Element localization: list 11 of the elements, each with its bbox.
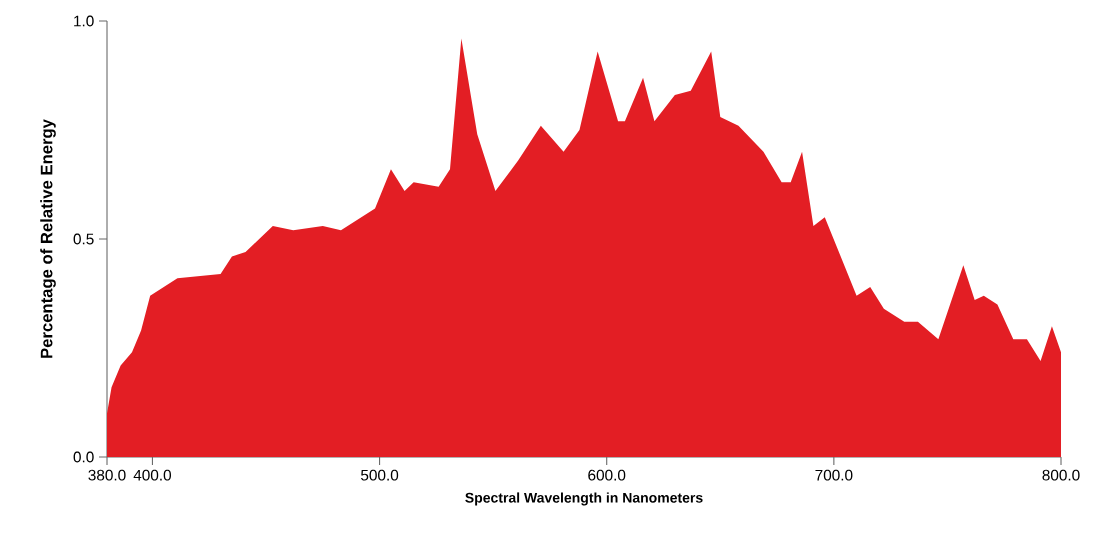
x-tick-label: 400.0 (133, 469, 172, 481)
x-tick-label: 800.0 (1042, 469, 1080, 481)
x-tick-label: 500.0 (361, 469, 399, 481)
x-tick-label: 380.0 (88, 469, 126, 481)
x-axis-title: Spectral Wavelength in Nanometers (465, 492, 703, 506)
y-axis-title: Percentage of Relative Energy (40, 119, 56, 358)
y-tick-label: 0.0 (73, 451, 94, 463)
y-tick-label: 1.0 (74, 15, 94, 27)
y-tick-label: 0.5 (73, 233, 94, 245)
x-tick-label: 600.0 (588, 469, 626, 481)
x-tick-label: 700.0 (815, 469, 853, 481)
